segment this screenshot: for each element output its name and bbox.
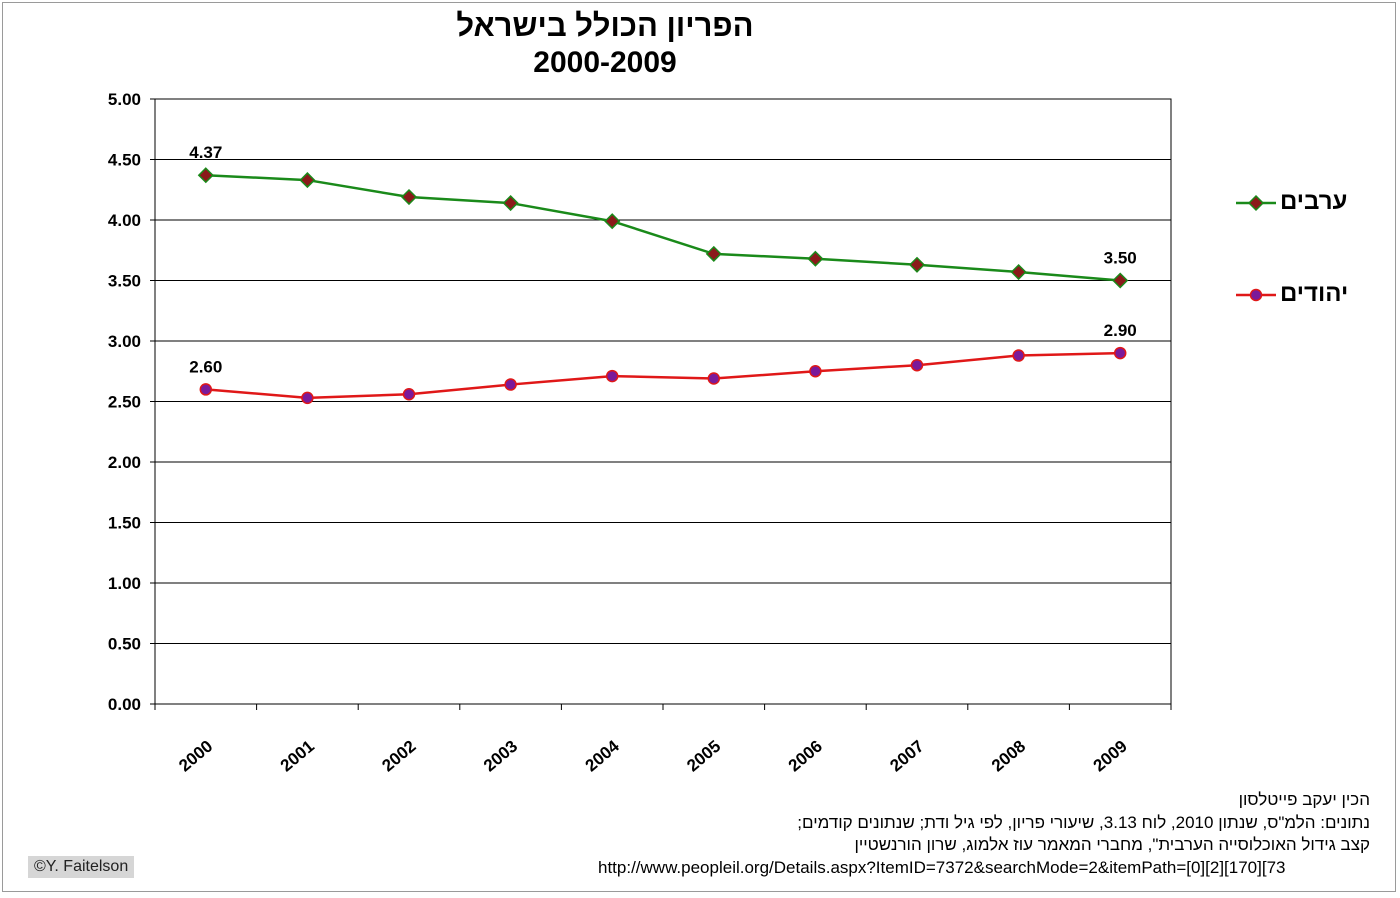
x-tick-label: 2000: [175, 737, 216, 776]
data-point: [604, 213, 621, 230]
note-source: נתונים: הלמ"ס, שנתון 2010, לוח 3.13, שיע…: [797, 813, 1370, 832]
data-point: [910, 358, 924, 372]
data-point: [809, 365, 822, 378]
data-point: [197, 167, 214, 184]
data-point: [199, 383, 213, 396]
y-tick-label: 4.50: [108, 151, 141, 170]
x-tick-label: 2002: [378, 737, 419, 776]
x-tick-label: 2001: [277, 737, 318, 776]
x-tick-label: 2005: [683, 737, 724, 776]
data-point: [807, 250, 824, 267]
data-label: 4.37: [189, 143, 222, 162]
data-point: [1112, 272, 1129, 289]
note-url: http://www.peopleil.org/Details.aspx?Ite…: [598, 858, 1286, 877]
data-point: [1012, 349, 1025, 362]
data-point: [502, 194, 519, 212]
data-point: [605, 369, 619, 383]
data-point: [908, 256, 926, 273]
y-tick-label: 2.50: [108, 393, 141, 412]
copyright-badge: ©Y. Faitelson: [28, 856, 135, 878]
y-tick-label: 4.00: [108, 211, 141, 230]
legend-marker-1: [1249, 288, 1263, 302]
chart-subtitle: 2000-2009: [533, 46, 677, 79]
note-article: קצב גידול האוכלוסייה הערבית", מחברי המאמ…: [854, 835, 1370, 854]
data-point: [402, 387, 416, 401]
data-point: [705, 245, 722, 262]
x-tick-label: 2009: [1090, 737, 1131, 776]
legend-label-arabs: ערבים: [1280, 188, 1348, 215]
y-tick-label: 3.00: [108, 332, 141, 351]
data-label: 2.90: [1104, 321, 1137, 340]
data-point: [707, 372, 721, 385]
x-tick-label: 2008: [988, 737, 1029, 776]
x-tick-label: 2007: [886, 737, 927, 776]
y-tick-label: 0.00: [108, 695, 141, 714]
y-tick-label: 2.00: [108, 453, 141, 472]
series-line-1: [205, 351, 1121, 400]
chart-title: הפריון הכולל בישראל: [456, 8, 754, 43]
data-label: 3.50: [1104, 249, 1137, 268]
data-point: [1113, 346, 1127, 360]
data-label: 2.60: [189, 357, 222, 376]
y-tick-label: 0.50: [108, 635, 141, 654]
x-tick-label: 2003: [480, 737, 521, 776]
data-point: [299, 172, 316, 189]
y-tick-label: 1.50: [108, 514, 141, 533]
x-tick-label: 2006: [785, 737, 826, 776]
series-line-0: [205, 173, 1121, 282]
legend-label-jews: יהודים: [1280, 280, 1349, 307]
note-author: הכין יעקב פייטלסון: [1238, 790, 1370, 809]
data-point: [504, 378, 517, 391]
legend-marker-0: [1247, 194, 1265, 212]
x-tick-label: 2004: [582, 736, 624, 775]
data-point: [301, 391, 314, 405]
data-point: [1010, 263, 1027, 281]
data-point: [400, 188, 418, 206]
y-tick-label: 3.50: [108, 272, 141, 291]
y-tick-label: 1.00: [108, 574, 141, 593]
y-tick-label: 5.00: [108, 90, 141, 109]
